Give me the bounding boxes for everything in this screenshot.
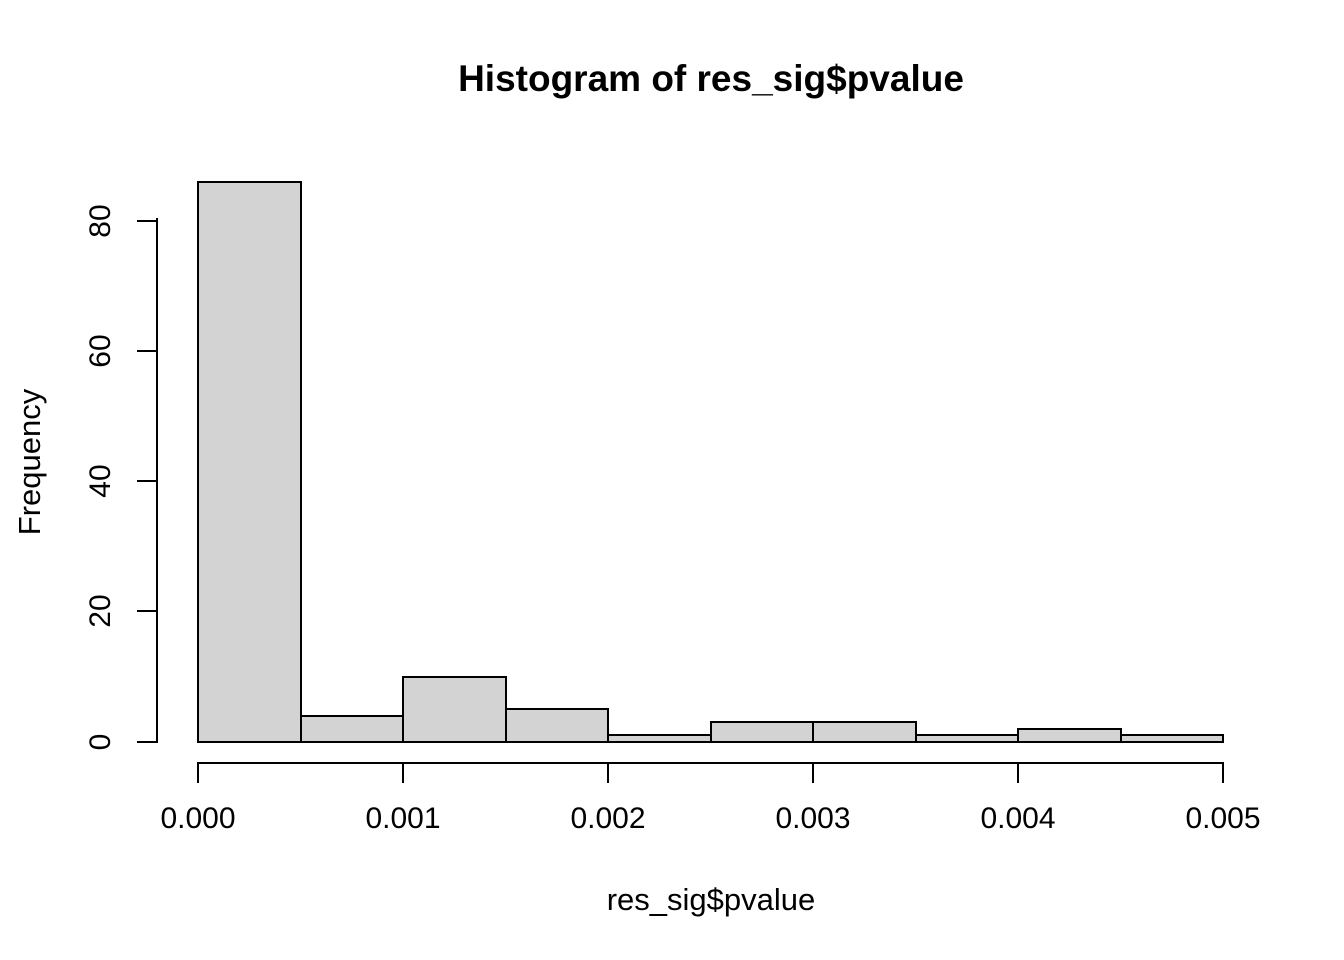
x-tick-mark xyxy=(812,763,814,783)
x-tick-mark xyxy=(607,763,609,783)
y-tick-label: 20 xyxy=(84,594,117,628)
y-tick-label: 0 xyxy=(84,733,117,751)
x-tick-mark xyxy=(197,763,199,783)
x-axis-line xyxy=(197,762,1224,764)
histogram-bar xyxy=(402,676,507,743)
y-tick-mark xyxy=(137,741,157,743)
y-axis-line xyxy=(156,218,158,743)
y-tick-label: 60 xyxy=(84,334,117,368)
y-tick-label: 80 xyxy=(84,204,117,238)
x-tick-mark xyxy=(402,763,404,783)
x-tick-label: 0.002 xyxy=(570,802,646,835)
y-tick-mark xyxy=(137,220,157,222)
y-tick-label: 40 xyxy=(84,464,117,498)
x-tick-label: 0.003 xyxy=(775,802,851,835)
x-axis-label: res_sig$pvalue xyxy=(606,882,816,917)
x-tick-label: 0.004 xyxy=(980,802,1056,835)
x-tick-mark xyxy=(1222,763,1224,783)
x-tick-label: 0.001 xyxy=(365,802,441,835)
chart-title: Histogram of res_sig$pvalue xyxy=(458,58,964,99)
histogram-bar xyxy=(1120,734,1224,743)
y-tick-mark xyxy=(137,350,157,352)
histogram-bar xyxy=(505,708,609,743)
y-axis-label: Frequency xyxy=(12,388,47,536)
histogram-bar xyxy=(710,721,814,743)
histogram-bar xyxy=(607,734,712,743)
histogram-bar xyxy=(812,721,917,743)
y-tick-mark xyxy=(137,610,157,612)
x-tick-mark xyxy=(1017,763,1019,783)
y-tick-mark xyxy=(137,480,157,482)
histogram-bar xyxy=(300,715,404,743)
x-tick-label: 0.005 xyxy=(1185,802,1261,835)
histogram-bar xyxy=(1017,728,1122,743)
histogram-bar xyxy=(197,181,302,743)
x-tick-label: 0.000 xyxy=(160,802,236,835)
histogram-bar xyxy=(915,734,1019,743)
